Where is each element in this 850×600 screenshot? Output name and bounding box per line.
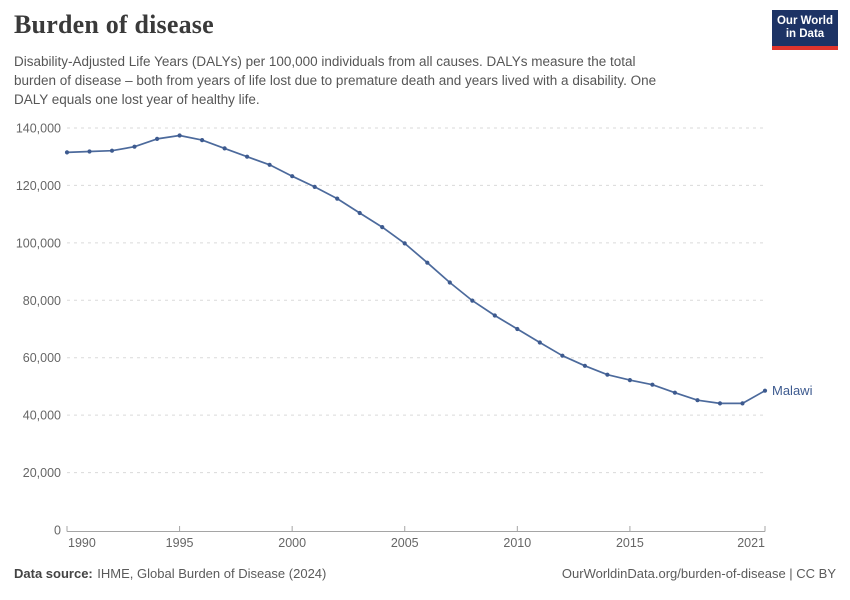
- data-point[interactable]: [245, 154, 250, 159]
- data-point[interactable]: [380, 225, 385, 230]
- owid-logo-line1: Our World: [776, 15, 833, 27]
- data-point[interactable]: [582, 363, 588, 368]
- data-point[interactable]: [87, 149, 92, 154]
- data-point[interactable]: [357, 210, 362, 216]
- data-point[interactable]: [200, 138, 205, 143]
- owid-logo-line2: in Data: [785, 28, 825, 40]
- data-point[interactable]: [537, 340, 542, 345]
- page-title: Burden of disease: [14, 10, 214, 39]
- x-tick-label: 2015: [616, 536, 644, 550]
- series-label-malawi[interactable]: Malawi: [772, 383, 813, 398]
- y-tick-label: 40,000: [23, 409, 61, 423]
- subtitle-line-3: DALY equals one lost year of healthy lif…: [14, 92, 260, 107]
- x-tick-label: 1990: [68, 536, 96, 550]
- data-point[interactable]: [627, 378, 633, 383]
- y-tick-label: 20,000: [23, 466, 61, 480]
- data-point[interactable]: [155, 136, 160, 141]
- data-point[interactable]: [695, 398, 700, 403]
- data-source: Data source: IHME, Global Burden of Disea…: [14, 566, 326, 581]
- owid-logo-red-bar: [772, 46, 838, 50]
- data-point[interactable]: [267, 162, 272, 167]
- data-point[interactable]: [177, 133, 182, 138]
- data-point[interactable]: [717, 401, 723, 406]
- data-point[interactable]: [672, 390, 678, 395]
- data-point[interactable]: [64, 150, 70, 155]
- y-tick-label: 140,000: [16, 122, 61, 136]
- data-point[interactable]: [425, 260, 430, 265]
- owid-logo[interactable]: Our World in Data: [772, 10, 838, 50]
- data-point[interactable]: [290, 174, 295, 179]
- data-point[interactable]: [335, 196, 340, 201]
- x-tick-label: 1995: [166, 536, 194, 550]
- x-tick-label: 2005: [391, 536, 419, 550]
- data-point[interactable]: [470, 298, 475, 303]
- data-point[interactable]: [447, 280, 452, 285]
- owid-logo-text: Our World in Data: [772, 10, 838, 46]
- data-point[interactable]: [132, 144, 137, 149]
- data-point[interactable]: [740, 401, 745, 406]
- data-source-label: Data source:: [14, 566, 93, 581]
- data-source-text: IHME, Global Burden of Disease (2024): [97, 566, 327, 581]
- x-tick-label: 2000: [278, 536, 306, 550]
- y-tick-label: 120,000: [16, 179, 61, 193]
- y-tick-label: 0: [54, 524, 61, 538]
- data-point[interactable]: [402, 241, 407, 246]
- data-point[interactable]: [312, 184, 317, 189]
- owid-url-link[interactable]: OurWorldinData.org/burden-of-disease | C…: [561, 566, 836, 581]
- x-tick-label: 2021: [737, 536, 765, 550]
- data-point[interactable]: [492, 313, 497, 318]
- y-tick-label: 60,000: [23, 351, 61, 365]
- data-point[interactable]: [515, 326, 520, 332]
- data-point[interactable]: [605, 372, 610, 377]
- y-tick-label: 100,000: [16, 236, 61, 250]
- malawi-line[interactable]: [66, 134, 766, 405]
- data-point[interactable]: [109, 148, 115, 153]
- chart-footer: Data source: IHME, Global Burden of Disea…: [14, 566, 836, 581]
- data-point[interactable]: [762, 388, 768, 393]
- chart-subtitle: Disability-Adjusted Life Years (DALYs) p…: [14, 52, 656, 109]
- y-tick-label: 80,000: [23, 294, 61, 308]
- data-point[interactable]: [650, 382, 655, 387]
- subtitle-line-2: burden of disease – both from years of l…: [14, 73, 657, 88]
- data-point[interactable]: [560, 353, 565, 358]
- subtitle-line-1: Disability-Adjusted Life Years (DALYs) p…: [14, 54, 636, 69]
- data-point[interactable]: [222, 146, 227, 151]
- x-tick-label: 2010: [503, 536, 531, 550]
